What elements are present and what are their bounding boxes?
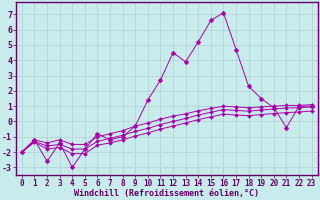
X-axis label: Windchill (Refroidissement éolien,°C): Windchill (Refroidissement éolien,°C)	[74, 189, 259, 198]
